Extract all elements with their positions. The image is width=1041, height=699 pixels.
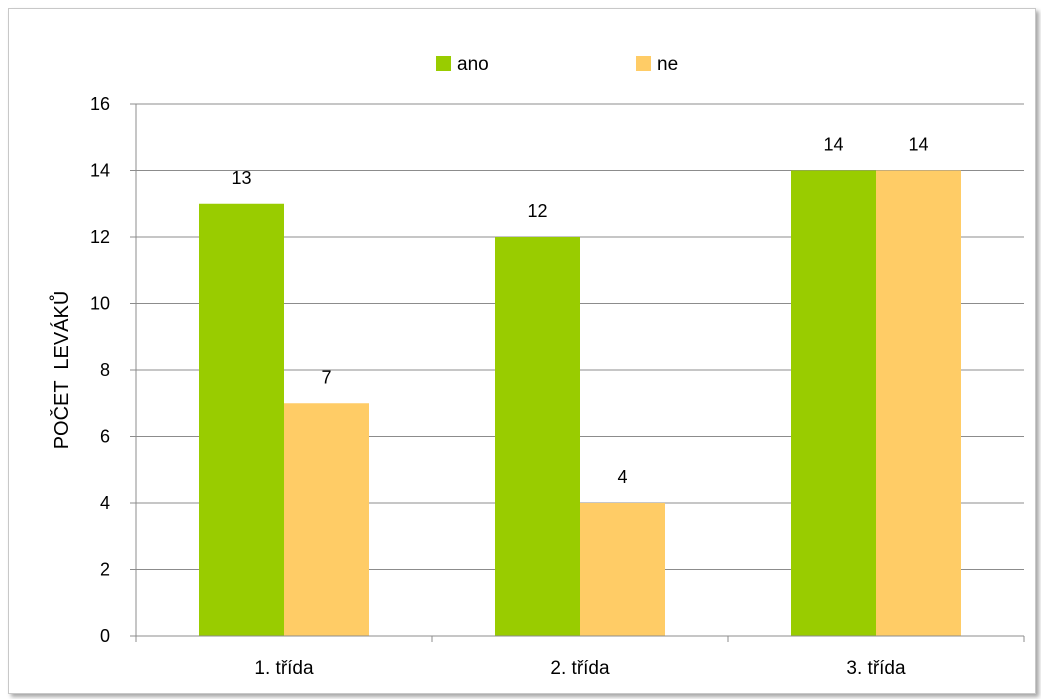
y-tick-label: 0 [100, 626, 110, 646]
legend-swatch-ne [636, 56, 651, 71]
x-tick-label: 3. třída [846, 658, 906, 679]
y-tick-label: 4 [100, 493, 110, 513]
data-label: 12 [527, 201, 547, 221]
data-label: 14 [908, 135, 928, 155]
data-labels: 13 7 12 4 14 14 [231, 135, 928, 488]
bar-ano [495, 237, 580, 636]
data-label: 7 [321, 367, 331, 387]
legend-swatch-ano [436, 56, 451, 71]
y-tick-label: 6 [100, 427, 110, 447]
axes: 0 2 4 6 8 10 12 14 16 1. třída 2. třída 3. třída [90, 94, 1025, 679]
data-label: 13 [231, 168, 251, 188]
y-tick-label: 2 [100, 560, 110, 580]
y-tick-label: 14 [90, 161, 110, 181]
x-tick-label: 2. třída [550, 658, 610, 679]
data-label: 4 [617, 467, 627, 487]
y-tick-label: 10 [90, 294, 110, 314]
legend-label-ano: ano [457, 54, 489, 75]
bars [199, 170, 961, 636]
y-tick-label: 16 [90, 94, 110, 114]
y-tick-label: 12 [90, 227, 110, 247]
bar-ano [199, 203, 284, 636]
y-axis-title: POČET LEVÁKŮ [49, 291, 73, 450]
bar-ne [284, 403, 369, 636]
bar-ano [791, 170, 876, 636]
legend: ano ne [436, 54, 678, 75]
bar-ne [876, 170, 961, 636]
bar-ne [580, 503, 665, 636]
x-tick-label: 1. třída [254, 658, 314, 679]
y-tick-label: 8 [100, 360, 110, 380]
data-label: 14 [823, 135, 843, 155]
legend-label-ne: ne [657, 54, 678, 75]
